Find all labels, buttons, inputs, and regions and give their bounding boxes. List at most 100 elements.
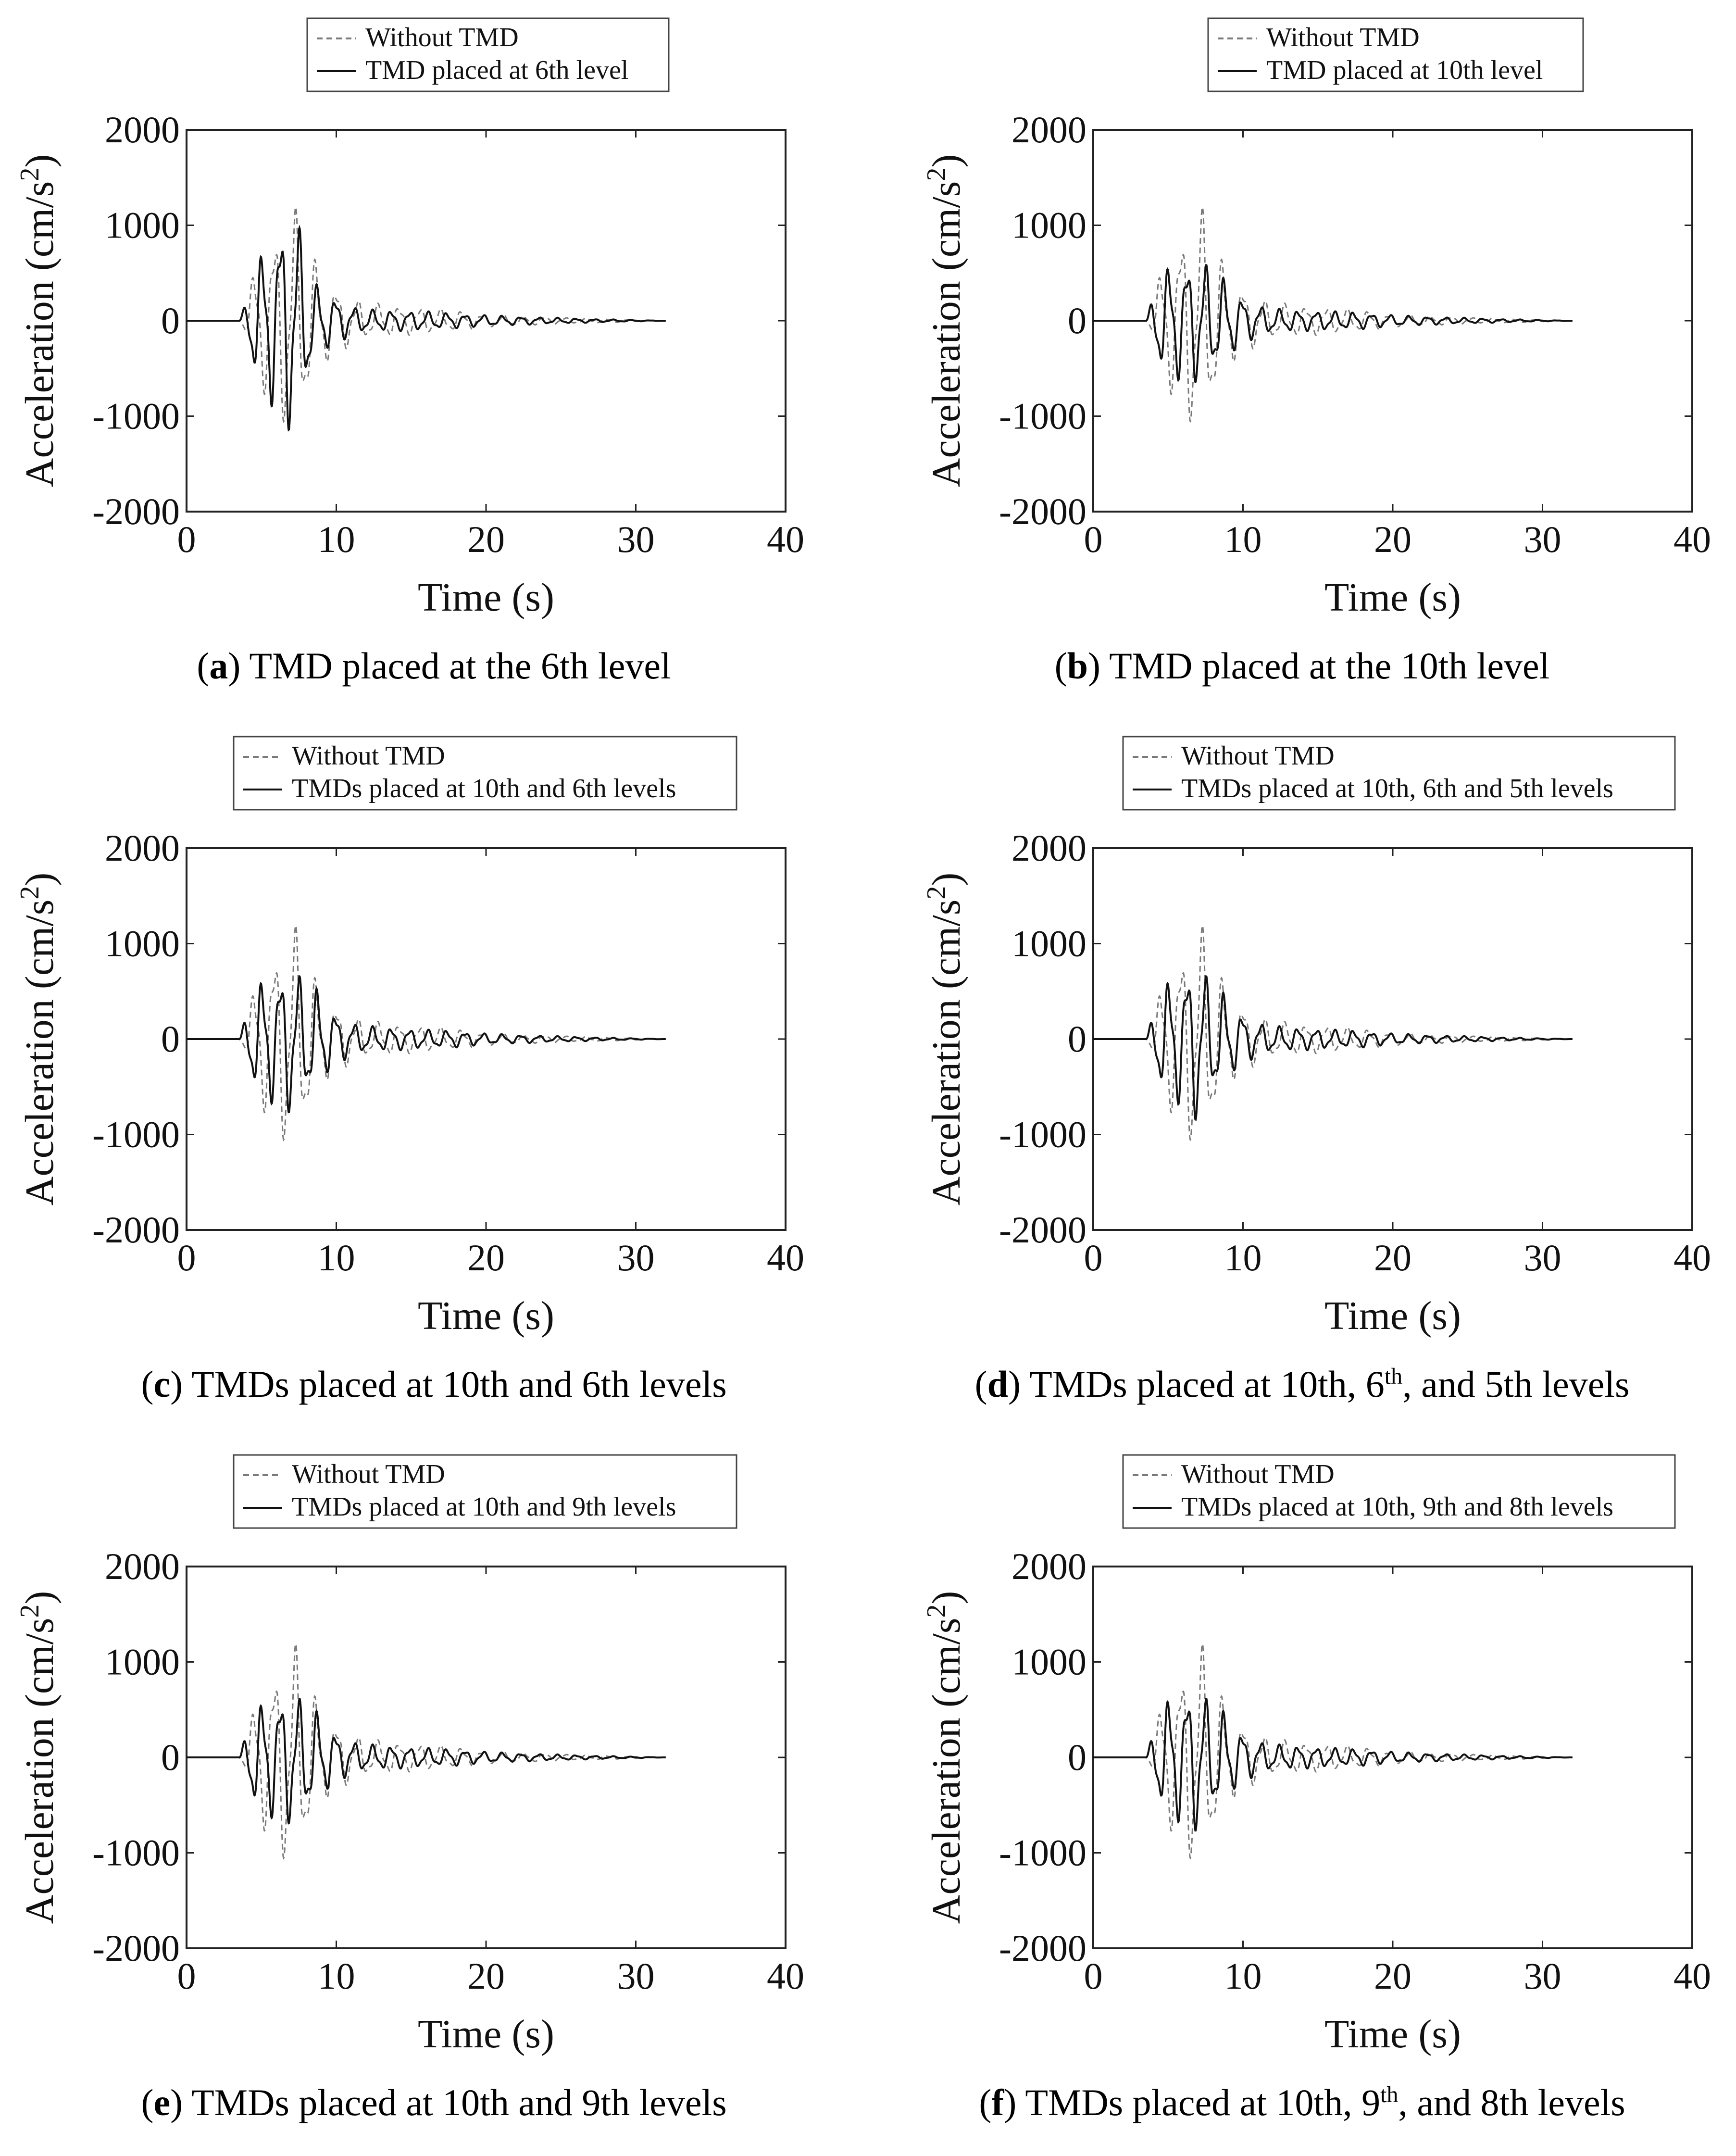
caption-letter: a	[209, 645, 228, 687]
legend-label-without: Without TMD	[365, 23, 519, 52]
y-axis-label-sup: 2	[922, 886, 951, 900]
y-tick-label: -1000	[999, 1832, 1087, 1874]
y-tick-label: 2000	[105, 109, 180, 150]
x-tick-label: 30	[1524, 1237, 1561, 1279]
caption-letter: f	[991, 2081, 1004, 2123]
y-axis-label-main: Acceleration (cm/s	[17, 1618, 62, 1924]
caption-after: , and 8th levels	[1398, 2081, 1625, 2123]
panel-caption: (c) TMDs placed at 10th and 6th levels	[141, 1363, 727, 1405]
caption-text: TMDs placed at 10th, 6	[1021, 1363, 1385, 1405]
y-tick-label: 2000	[105, 827, 180, 869]
plot-frame	[186, 129, 787, 513]
x-axis-label: Time (s)	[1324, 2012, 1461, 2056]
legend-label-without: Without TMD	[1181, 1459, 1335, 1489]
legend-box	[306, 17, 670, 92]
chart-panel-b: Without TMD TMD placed at 10th level 0 10…	[868, 0, 1736, 718]
caption-text: TMD placed at the 6th level	[240, 645, 671, 687]
legend-label-with: TMDs placed at 10th and 9th levels	[292, 1492, 676, 1522]
y-tick-label: 1000	[105, 923, 180, 965]
x-tick-label: 0	[177, 1237, 196, 1279]
y-tick-label: -2000	[92, 1209, 180, 1251]
y-axis-label: Acceleration (cm/s2)	[922, 873, 969, 1206]
legend-box	[233, 736, 737, 811]
caption-text: TMDs placed at 10th and 6th levels	[183, 1363, 727, 1405]
chart-panel-a: Without TMD TMD placed at 6th level 0 10 2…	[0, 0, 868, 718]
caption-letter: d	[987, 1363, 1009, 1405]
series-line-without-tmd	[187, 206, 666, 423]
series-line-without-tmd	[1093, 1643, 1573, 1860]
y-axis-label-main: Acceleration (cm/s	[924, 900, 969, 1206]
series-line-with-tmd	[1093, 1698, 1573, 1832]
y-axis-label: Acceleration (cm/s2)	[15, 873, 62, 1206]
legend-label-without: Without TMD	[292, 741, 445, 771]
x-tick-label: 40	[767, 1237, 804, 1279]
x-tick-label: 20	[1374, 1237, 1411, 1279]
series-line-without-tmd	[1093, 925, 1573, 1141]
y-axis-label-main: Acceleration (cm/s	[17, 900, 62, 1206]
y-axis-label-main: Acceleration (cm/s	[924, 1618, 969, 1924]
y-axis-label-close: )	[17, 1591, 62, 1604]
x-axis-label: Time (s)	[1324, 575, 1461, 620]
legend-label-with: TMDs placed at 10th, 6th and 5th levels	[1181, 774, 1613, 803]
caption-text: TMDs placed at 10th, 9	[1016, 2081, 1381, 2123]
series-line-without-tmd	[1093, 206, 1573, 423]
legend-label-with: TMDs placed at 10th and 6th levels	[292, 774, 676, 803]
y-tick-label: 0	[1068, 300, 1087, 341]
y-tick-label: -1000	[92, 1114, 180, 1155]
plot-frame	[1092, 1566, 1693, 1949]
chart-svg-d: Without TMD TMDs placed at 10th, 6th and…	[922, 736, 1711, 1338]
series-line-with-tmd	[1093, 263, 1573, 384]
caption-letter: c	[153, 1363, 171, 1405]
legend-box	[233, 1454, 737, 1529]
chart-panel-c: Without TMD TMDs placed at 10th and 6th …	[0, 718, 868, 1437]
y-tick-label: -1000	[92, 395, 180, 437]
y-tick-label: -2000	[92, 490, 180, 532]
x-tick-label: 40	[1674, 1237, 1711, 1279]
x-tick-label: 20	[1374, 1955, 1411, 1997]
x-tick-label: 30	[1524, 518, 1561, 560]
x-axis-label: Time (s)	[418, 1293, 554, 1338]
x-tick-label: 10	[1224, 1237, 1262, 1279]
x-tick-label: 0	[1084, 1955, 1103, 1997]
series-line-with-tmd	[187, 225, 666, 432]
y-axis-label-sup: 2	[15, 168, 45, 181]
x-tick-label: 0	[1084, 1237, 1103, 1279]
legend-label-without: Without TMD	[1181, 741, 1335, 771]
series-line-without-tmd	[187, 925, 666, 1141]
x-tick-label: 0	[1084, 518, 1103, 560]
legend-label-with: TMD placed at 10th level	[1266, 55, 1543, 85]
x-tick-label: 20	[467, 1237, 505, 1279]
y-tick-label: 0	[1068, 1736, 1087, 1778]
caption-text: TMDs placed at 10th and 9th levels	[183, 2081, 727, 2123]
y-tick-label: -2000	[999, 490, 1087, 532]
y-axis-label: Acceleration (cm/s2)	[15, 1591, 62, 1924]
y-tick-label: 2000	[1012, 109, 1087, 150]
x-tick-label: 20	[1374, 518, 1411, 560]
y-tick-label: -1000	[999, 1114, 1087, 1155]
y-axis-label-close: )	[924, 873, 969, 886]
caption-letter: e	[153, 2081, 171, 2123]
y-axis-label-sup: 2	[15, 1604, 45, 1618]
x-tick-label: 40	[1674, 518, 1711, 560]
x-tick-label: 20	[467, 1955, 505, 1997]
x-tick-label: 30	[617, 518, 655, 560]
x-tick-label: 30	[617, 1955, 655, 1997]
x-tick-label: 30	[617, 1237, 655, 1279]
x-tick-label: 20	[467, 518, 505, 560]
x-axis-label: Time (s)	[418, 2012, 554, 2056]
x-tick-label: 0	[177, 518, 196, 560]
chart-svg-f: Without TMD TMDs placed at 10th, 9th and…	[922, 1454, 1711, 2056]
y-axis-label-main: Acceleration (cm/s	[924, 181, 969, 488]
x-axis-label: Time (s)	[1324, 1293, 1461, 1338]
x-tick-label: 10	[318, 1237, 355, 1279]
panel-caption: (f) TMDs placed at 10th, 9th, and 8th le…	[979, 2081, 1625, 2123]
y-tick-label: 1000	[105, 204, 180, 246]
y-axis-label-sup: 2	[922, 168, 951, 181]
y-axis-label-close: )	[924, 154, 969, 168]
chart-svg-b: Without TMD TMD placed at 10th level 0 10…	[922, 17, 1711, 620]
y-tick-label: 2000	[1012, 1545, 1087, 1587]
caption-text: TMD placed at the 10th level	[1100, 645, 1550, 687]
legend-label-with: TMD placed at 6th level	[365, 55, 628, 85]
plot-frame	[1092, 129, 1693, 513]
legend-box	[1207, 17, 1584, 92]
